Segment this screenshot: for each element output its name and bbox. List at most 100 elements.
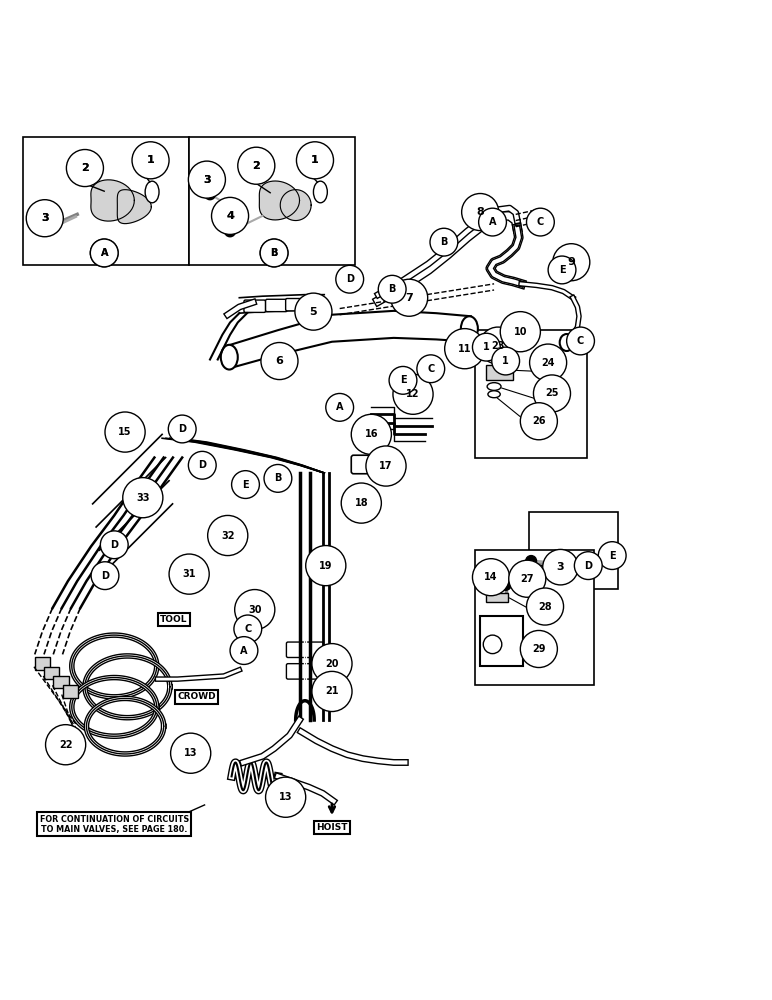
Circle shape [212, 197, 249, 234]
Circle shape [46, 725, 86, 765]
Circle shape [234, 615, 262, 643]
Circle shape [90, 239, 118, 267]
Text: 19: 19 [319, 561, 333, 571]
Circle shape [366, 446, 406, 486]
Text: 1: 1 [147, 155, 154, 165]
Circle shape [212, 198, 248, 234]
Circle shape [526, 556, 537, 566]
Circle shape [123, 478, 163, 518]
Text: 11: 11 [458, 344, 472, 354]
Text: TOOL: TOOL [160, 615, 188, 624]
Text: 26: 26 [532, 416, 546, 426]
FancyBboxPatch shape [266, 299, 287, 312]
Circle shape [500, 312, 540, 352]
Text: 24: 24 [541, 358, 555, 368]
FancyBboxPatch shape [480, 616, 523, 666]
Circle shape [500, 580, 511, 590]
Circle shape [430, 228, 458, 256]
Text: E: E [400, 375, 406, 385]
Text: D: D [584, 561, 592, 571]
Text: 29: 29 [532, 644, 546, 654]
FancyBboxPatch shape [475, 550, 594, 685]
Circle shape [520, 403, 557, 440]
Circle shape [472, 559, 510, 596]
Circle shape [479, 208, 506, 236]
Text: 27: 27 [520, 574, 534, 584]
Circle shape [351, 414, 391, 454]
Circle shape [548, 256, 576, 284]
Polygon shape [117, 190, 151, 224]
Ellipse shape [560, 334, 574, 351]
Text: E: E [609, 551, 615, 561]
Circle shape [27, 200, 63, 236]
Polygon shape [259, 181, 300, 220]
FancyBboxPatch shape [286, 299, 307, 311]
Text: 21: 21 [325, 686, 339, 696]
Circle shape [295, 293, 332, 330]
Circle shape [261, 343, 298, 380]
Circle shape [492, 347, 520, 375]
Circle shape [445, 329, 485, 369]
Text: 8: 8 [476, 207, 484, 217]
Circle shape [389, 366, 417, 394]
Text: 20: 20 [325, 659, 339, 669]
Circle shape [105, 412, 145, 452]
Text: 1: 1 [503, 356, 509, 366]
Circle shape [598, 542, 626, 569]
Circle shape [208, 515, 248, 556]
Circle shape [133, 143, 168, 178]
Text: A: A [100, 248, 108, 258]
Text: A: A [489, 217, 496, 227]
FancyBboxPatch shape [486, 365, 513, 380]
Circle shape [238, 147, 275, 184]
Text: HOIST: HOIST [317, 823, 347, 832]
Text: 1: 1 [147, 155, 154, 165]
Text: 3: 3 [41, 213, 49, 223]
Circle shape [341, 483, 381, 523]
FancyBboxPatch shape [475, 330, 587, 458]
FancyBboxPatch shape [63, 685, 78, 698]
Circle shape [169, 554, 209, 594]
Text: A: A [100, 248, 108, 258]
Text: 1: 1 [311, 155, 319, 165]
Text: 7: 7 [405, 293, 413, 303]
Text: 3: 3 [203, 175, 211, 185]
Circle shape [336, 265, 364, 293]
Circle shape [479, 327, 516, 364]
Text: D: D [101, 571, 109, 581]
Text: 3: 3 [203, 175, 211, 185]
FancyBboxPatch shape [23, 137, 189, 265]
Text: A: A [336, 402, 344, 412]
Circle shape [100, 531, 128, 559]
Text: 28: 28 [538, 602, 552, 612]
Circle shape [527, 208, 554, 236]
Text: 18: 18 [354, 498, 368, 508]
Text: C: C [577, 336, 584, 346]
Text: C: C [244, 624, 252, 634]
Circle shape [260, 239, 288, 267]
Text: D: D [198, 460, 206, 470]
Text: E: E [559, 265, 565, 275]
Circle shape [306, 546, 346, 586]
Text: 30: 30 [248, 605, 262, 615]
FancyBboxPatch shape [244, 300, 266, 312]
Text: 12: 12 [406, 389, 420, 399]
Ellipse shape [145, 181, 159, 203]
Circle shape [505, 358, 514, 367]
Circle shape [132, 142, 169, 179]
Circle shape [188, 451, 216, 479]
Circle shape [189, 162, 225, 197]
Text: 17: 17 [379, 461, 393, 471]
Text: 13: 13 [184, 748, 198, 758]
Circle shape [326, 393, 354, 421]
Polygon shape [280, 190, 311, 221]
Circle shape [553, 244, 590, 281]
Text: 2: 2 [81, 163, 89, 173]
Text: 32: 32 [221, 531, 235, 541]
FancyBboxPatch shape [351, 455, 383, 474]
FancyBboxPatch shape [189, 137, 355, 265]
Text: 16: 16 [364, 429, 378, 439]
Circle shape [188, 161, 225, 198]
Circle shape [312, 644, 352, 684]
FancyBboxPatch shape [486, 593, 508, 602]
